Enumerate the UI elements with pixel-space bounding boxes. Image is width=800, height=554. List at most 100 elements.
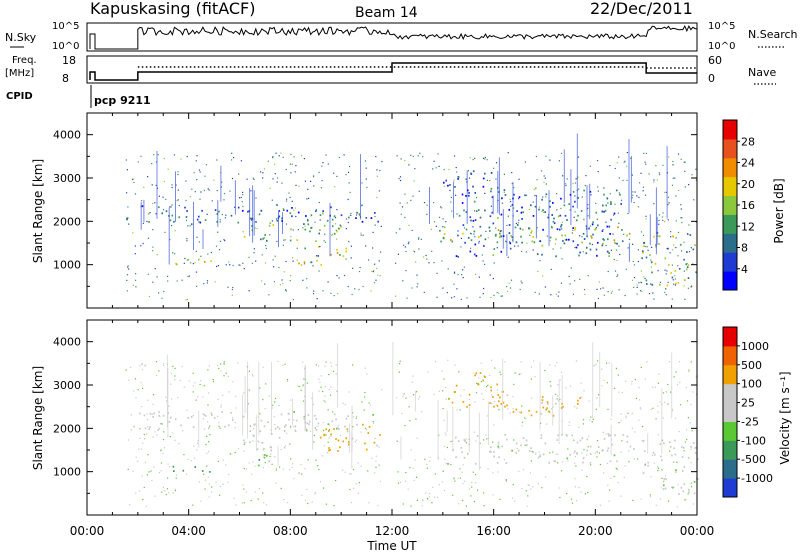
echo-region — [641, 232, 697, 288]
velocity-panel: 1000 2000 3000 4000 — [53, 319, 699, 516]
colorbar-segment — [723, 402, 737, 422]
echo-region — [243, 222, 342, 243]
colorbar-segment — [723, 195, 737, 215]
colorbar-tick-label: 4 — [741, 263, 748, 276]
colorbar-segment — [723, 176, 737, 197]
freq-panel — [86, 55, 698, 84]
colorbar-segment — [723, 138, 737, 159]
echo-region — [443, 170, 493, 196]
colorbar-tick-label: 1000 — [741, 340, 769, 353]
colorbar-segment — [723, 157, 737, 178]
x-tick-labels: 00:00 04:00 08:00 12:00 16:00 20:00 00:00 — [70, 524, 715, 538]
freq-label: Freq. — [12, 55, 37, 66]
colorbar-tick-label: -25 — [741, 415, 759, 428]
cpid-value: pcp 9211 — [94, 94, 151, 107]
echo-region — [126, 204, 317, 226]
colorbar-tick-label: 8 — [741, 242, 748, 255]
y-tick-label: 2000 — [53, 215, 81, 228]
x-axis-label: Time UT — [366, 539, 417, 553]
echo-region — [303, 413, 374, 430]
colorbar-tick-label: -500 — [741, 453, 766, 466]
freq-tick-top: 18 — [62, 54, 76, 67]
colorbar-segment — [723, 233, 737, 253]
echo-region — [642, 439, 699, 495]
colorbar-segment — [723, 345, 737, 366]
nave-tick-top: 60 — [708, 54, 722, 67]
power-ylabel: Slant Range [km] — [31, 159, 45, 263]
y-tick-label: 3000 — [53, 172, 81, 185]
colorbar-tick-label: 100 — [741, 378, 762, 391]
velocity-ylabel: Slant Range [km] — [31, 366, 45, 470]
colorbar-segment — [723, 478, 737, 498]
nsky-tick-top: 10^5 — [52, 21, 79, 32]
colorbar-tick-label: 24 — [741, 157, 755, 170]
beam-label: Beam 14 — [355, 5, 418, 21]
x-tick-label: 00:00 — [680, 524, 715, 538]
echo-region — [298, 246, 347, 266]
echo-region — [506, 394, 581, 417]
nave-tick-bottom: 0 — [708, 72, 715, 85]
colorbar-tick-label: 12 — [741, 220, 755, 233]
nsky-tick-bottom: 10^0 — [52, 41, 79, 52]
cpid-label: CPID — [6, 91, 33, 102]
colorbar-tick-label: 28 — [741, 135, 755, 148]
echo-region — [447, 433, 635, 465]
echo-region — [455, 186, 622, 258]
y-tick-label: 2000 — [53, 422, 81, 435]
nsky-panel — [86, 22, 698, 52]
echo-region — [133, 411, 318, 433]
colorbar-segment — [723, 440, 737, 460]
echo-region — [319, 206, 379, 223]
colorbar-segment — [723, 327, 737, 347]
colorbar-tick-label: -100 — [741, 434, 766, 447]
colorbar-segment — [723, 364, 737, 385]
x-tick-label: 16:00 — [476, 524, 511, 538]
colorbar-segment — [723, 383, 737, 404]
colorbar-segment — [723, 214, 737, 234]
echo-region — [448, 372, 508, 408]
station-title: Kapuskasing (fitACF) — [90, 0, 255, 18]
power-echoes — [125, 133, 697, 301]
nsearch-tick-top: 10^5 — [708, 21, 735, 32]
y-tick-label: 4000 — [53, 336, 81, 349]
nsearch-label: N.Search — [748, 28, 798, 41]
velocity-colorbar: 1000 500 100 25 -25 -100 -500 -1000 — [722, 326, 773, 498]
power-panel: 1000 2000 3000 4000 — [53, 112, 698, 309]
y-tick-label: 3000 — [53, 379, 81, 392]
colorbar-segment — [723, 120, 737, 140]
colorbar-segment — [723, 252, 737, 272]
power-colorbar: 28 24 20 16 12 8 4 — [722, 119, 755, 291]
echo-region — [258, 454, 270, 467]
scatter-noise — [125, 133, 697, 301]
colorbar-segment — [723, 271, 737, 291]
colorbar-segment — [723, 459, 737, 479]
colorbar-tick-label: 16 — [741, 199, 755, 212]
freq-unit: [MHz] — [5, 68, 34, 79]
scatter-noise — [125, 342, 699, 508]
x-tick-label: 12:00 — [375, 524, 410, 538]
colorbar-tick-label: -1000 — [741, 472, 773, 485]
colorbar-tick-label: 20 — [741, 178, 755, 191]
colorbar-segment — [723, 421, 737, 441]
date-label: 22/Dec/2011 — [590, 0, 693, 18]
x-tick-label: 00:00 — [70, 524, 105, 538]
y-tick-label: 1000 — [53, 466, 81, 479]
echo-region — [319, 423, 381, 452]
freq-trace — [89, 62, 697, 81]
nsky-label: N.Sky — [5, 31, 37, 44]
colorbar-tick-label: 25 — [741, 397, 755, 410]
velocity-echoes — [125, 342, 699, 508]
nave-label: Nave — [748, 66, 776, 79]
y-tick-label: 1000 — [53, 259, 81, 272]
x-tick-label: 04:00 — [171, 524, 206, 538]
nsearch-tick-bottom: 10^0 — [708, 41, 735, 52]
freq-tick-bottom: 8 — [62, 72, 69, 85]
nsky-trace — [89, 24, 698, 50]
echo-region — [439, 226, 631, 245]
y-tick-label: 4000 — [53, 129, 81, 142]
echo-region — [175, 258, 212, 266]
power-colorbar-label: Power [dB] — [772, 178, 786, 243]
colorbar-tick-label: 500 — [741, 359, 762, 372]
